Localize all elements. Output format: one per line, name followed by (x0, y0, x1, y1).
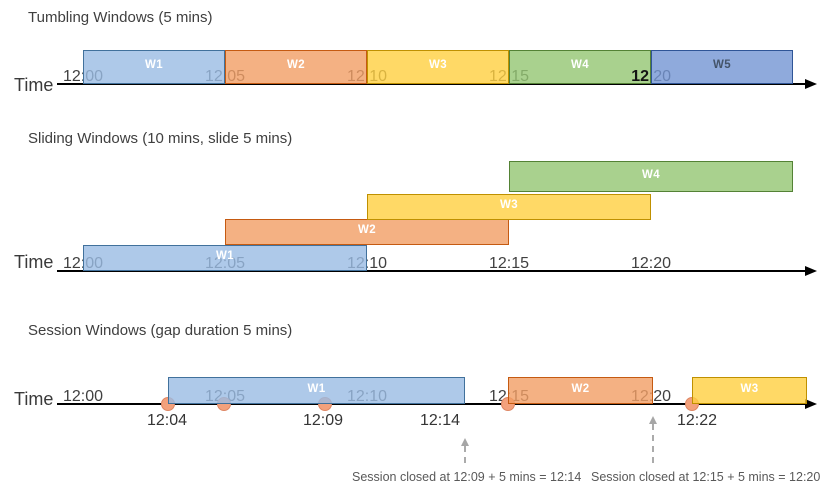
window-W1: W1 (83, 245, 367, 271)
window-label: W2 (571, 382, 590, 395)
time-axis-line (57, 403, 806, 405)
window-W4: W4 (509, 161, 793, 192)
window-label: W3 (499, 199, 519, 211)
window-W4: W4 (509, 50, 651, 84)
window-W3: W3 (367, 50, 509, 84)
window-W2: W2 (508, 377, 653, 404)
time-axis-label: Time (14, 252, 54, 272)
time-axis-line (57, 83, 806, 85)
session-title: Session Windows (gap duration 5 mins) (28, 322, 293, 339)
event-time-label: 12:09 (302, 412, 344, 429)
session-close-arrowhead-icon (461, 438, 469, 446)
window-label: W2 (357, 224, 377, 236)
event-time-label: 12:04 (146, 412, 188, 429)
sliding-title: Sliding Windows (10 mins, slide 5 mins) (28, 130, 293, 147)
session-close-annotation: Session closed at 12:15 + 5 mins = 12:20 (591, 470, 821, 484)
window-label: W2 (286, 59, 306, 71)
window-label: W5 (712, 59, 732, 71)
window-label: W4 (641, 168, 661, 181)
session-close-arrowhead-icon (649, 416, 657, 424)
session-close-annotation: Session closed at 12:09 + 5 mins = 12:14 (352, 470, 582, 484)
session-close-arrow (652, 424, 654, 463)
window-label: W1 (144, 59, 164, 71)
event-time-label: 12:22 (676, 412, 718, 429)
window-W1: W1 (83, 50, 225, 84)
time-axis-line (57, 270, 806, 272)
window-label: W4 (570, 59, 590, 71)
session-close-arrow (464, 446, 466, 463)
tick-label: 12:15 (488, 255, 530, 272)
time-axis-label: Time (14, 75, 54, 95)
window-label: W3 (428, 59, 448, 71)
window-W1: W1 (168, 377, 465, 404)
window-label: W1 (307, 382, 326, 395)
window-W2: W2 (225, 219, 509, 245)
tick-label: 12:20 (630, 255, 672, 272)
window-W3: W3 (692, 377, 807, 404)
event-time-label: 12:14 (419, 412, 461, 429)
tumbling-title: Tumbling Windows (5 mins) (28, 9, 213, 26)
axis-arrowhead-icon (805, 266, 817, 276)
axis-arrowhead-icon (805, 79, 817, 89)
time-axis-label: Time (14, 389, 54, 409)
window-W3: W3 (367, 194, 651, 220)
axis-arrowhead-icon (805, 399, 817, 409)
tick-label-emphasis: 12 (631, 68, 649, 85)
window-W5: W5 (651, 50, 793, 84)
window-W2: W2 (225, 50, 367, 84)
window-label: W1 (215, 250, 235, 262)
tick-label: 12:00 (62, 388, 104, 405)
window-label: W3 (740, 382, 759, 395)
